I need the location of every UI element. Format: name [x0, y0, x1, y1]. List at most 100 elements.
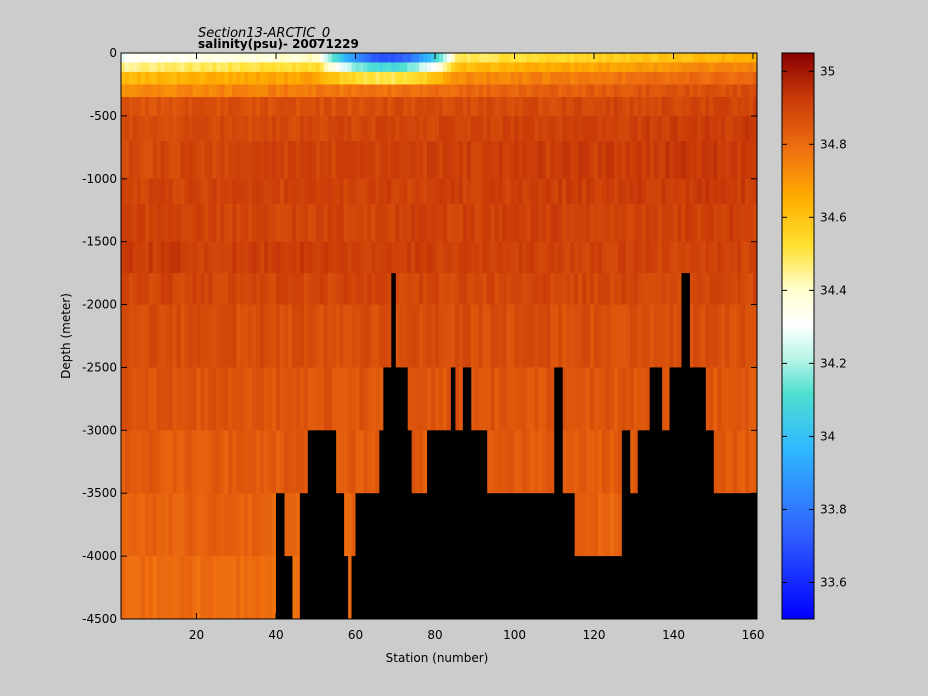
heatmap-cell [470, 203, 476, 243]
heatmap-cell [140, 273, 146, 306]
heatmap-cell [661, 84, 667, 98]
heatmap-cell [188, 556, 194, 619]
heatmap-cell [383, 241, 388, 274]
heatmap-cell [510, 84, 516, 98]
heatmap-cell [649, 53, 655, 64]
heatmap-cell [629, 62, 635, 73]
heatmap-cell [681, 178, 687, 205]
heatmap-cell [605, 62, 611, 73]
heatmap-cell [164, 62, 170, 73]
heatmap-cell [307, 62, 313, 73]
heatmap-cell [403, 241, 408, 274]
heatmap-cell [224, 178, 229, 205]
heatmap-cell [311, 241, 317, 274]
seafloor-segment [383, 367, 392, 619]
heatmap-cell [121, 97, 126, 117]
heatmap-cell [260, 53, 265, 64]
heatmap-cell [228, 367, 233, 431]
heatmap-cell [594, 493, 599, 557]
heatmap-cell [172, 53, 178, 64]
heatmap-cell [335, 97, 341, 117]
heatmap-cell [260, 304, 265, 369]
heatmap-cell [280, 71, 285, 86]
heatmap-cell [625, 62, 631, 73]
heatmap-cell [617, 430, 623, 494]
heatmap-cell [128, 97, 134, 117]
seafloor-segment [490, 493, 555, 619]
heatmap-cell [685, 71, 691, 86]
heatmap-cell [482, 84, 488, 98]
heatmap-cell [530, 97, 535, 117]
heatmap-cell [522, 273, 528, 306]
heatmap-cell [725, 53, 730, 64]
heatmap-cell [399, 84, 404, 98]
heatmap-cell [407, 97, 412, 117]
heatmap-cell [518, 115, 524, 142]
heatmap-cell [454, 115, 460, 142]
heatmap-cell [351, 304, 357, 369]
seafloor-segment [343, 556, 349, 619]
heatmap-cell [677, 203, 683, 243]
heatmap-cell [582, 97, 587, 117]
heatmap-cell [260, 367, 265, 431]
heatmap-cell [184, 203, 190, 243]
x-tick-label: 120 [583, 628, 606, 642]
heatmap-cell [323, 141, 329, 180]
heatmap-cell [196, 203, 202, 243]
heatmap-cell [208, 241, 214, 274]
heatmap-cell [649, 178, 655, 205]
heatmap-cell [244, 53, 249, 64]
heatmap-cell [490, 84, 496, 98]
heatmap-cell [335, 53, 341, 64]
heatmap-cell [637, 53, 643, 64]
heatmap-cell [303, 273, 309, 306]
heatmap-cell [649, 71, 655, 86]
heatmap-cell [268, 71, 273, 86]
heatmap-cell [319, 304, 325, 369]
heatmap-cell [272, 97, 277, 117]
heatmap-cell [315, 84, 321, 98]
heatmap-cell [637, 97, 643, 117]
heatmap-cell [570, 241, 575, 274]
heatmap-cell [363, 115, 369, 142]
heatmap-cell [307, 273, 313, 306]
heatmap-cell [558, 71, 563, 86]
heatmap-cell [216, 203, 221, 243]
heatmap-cell [343, 97, 349, 117]
heatmap-cell [661, 178, 667, 205]
heatmap-cell [335, 84, 341, 98]
heatmap-cell [132, 241, 138, 274]
heatmap-cell [216, 141, 221, 180]
heatmap-cell [343, 304, 349, 369]
heatmap-cell [753, 304, 757, 369]
heatmap-cell [522, 430, 528, 494]
heatmap-cell [204, 273, 210, 306]
seafloor-segment [355, 493, 380, 619]
heatmap-cell [574, 97, 579, 117]
heatmap-cell [621, 141, 627, 180]
heatmap-cell [248, 556, 253, 619]
heatmap-cell [156, 141, 162, 180]
heatmap-cell [403, 203, 408, 243]
heatmap-cell [176, 141, 182, 180]
heatmap-cell [725, 141, 730, 180]
heatmap-cell [586, 493, 591, 557]
heatmap-cell [351, 71, 357, 86]
heatmap-cell [291, 115, 297, 142]
heatmap-cell [351, 203, 357, 243]
heatmap-cell [733, 430, 738, 494]
y-tick-label: -1000 [82, 172, 117, 186]
heatmap-cell [753, 53, 757, 64]
heatmap-cell [176, 178, 182, 205]
heatmap-cell [371, 141, 376, 180]
heatmap-cell [128, 71, 134, 86]
heatmap-cell [669, 62, 675, 73]
heatmap-cell [657, 178, 663, 205]
heatmap-cell [415, 178, 420, 205]
heatmap-cell [236, 304, 241, 369]
heatmap-cell [295, 141, 301, 180]
heatmap-cell [307, 53, 313, 64]
heatmap-cell [387, 273, 392, 306]
heatmap-cell [745, 430, 750, 494]
heatmap-cell [653, 84, 659, 98]
